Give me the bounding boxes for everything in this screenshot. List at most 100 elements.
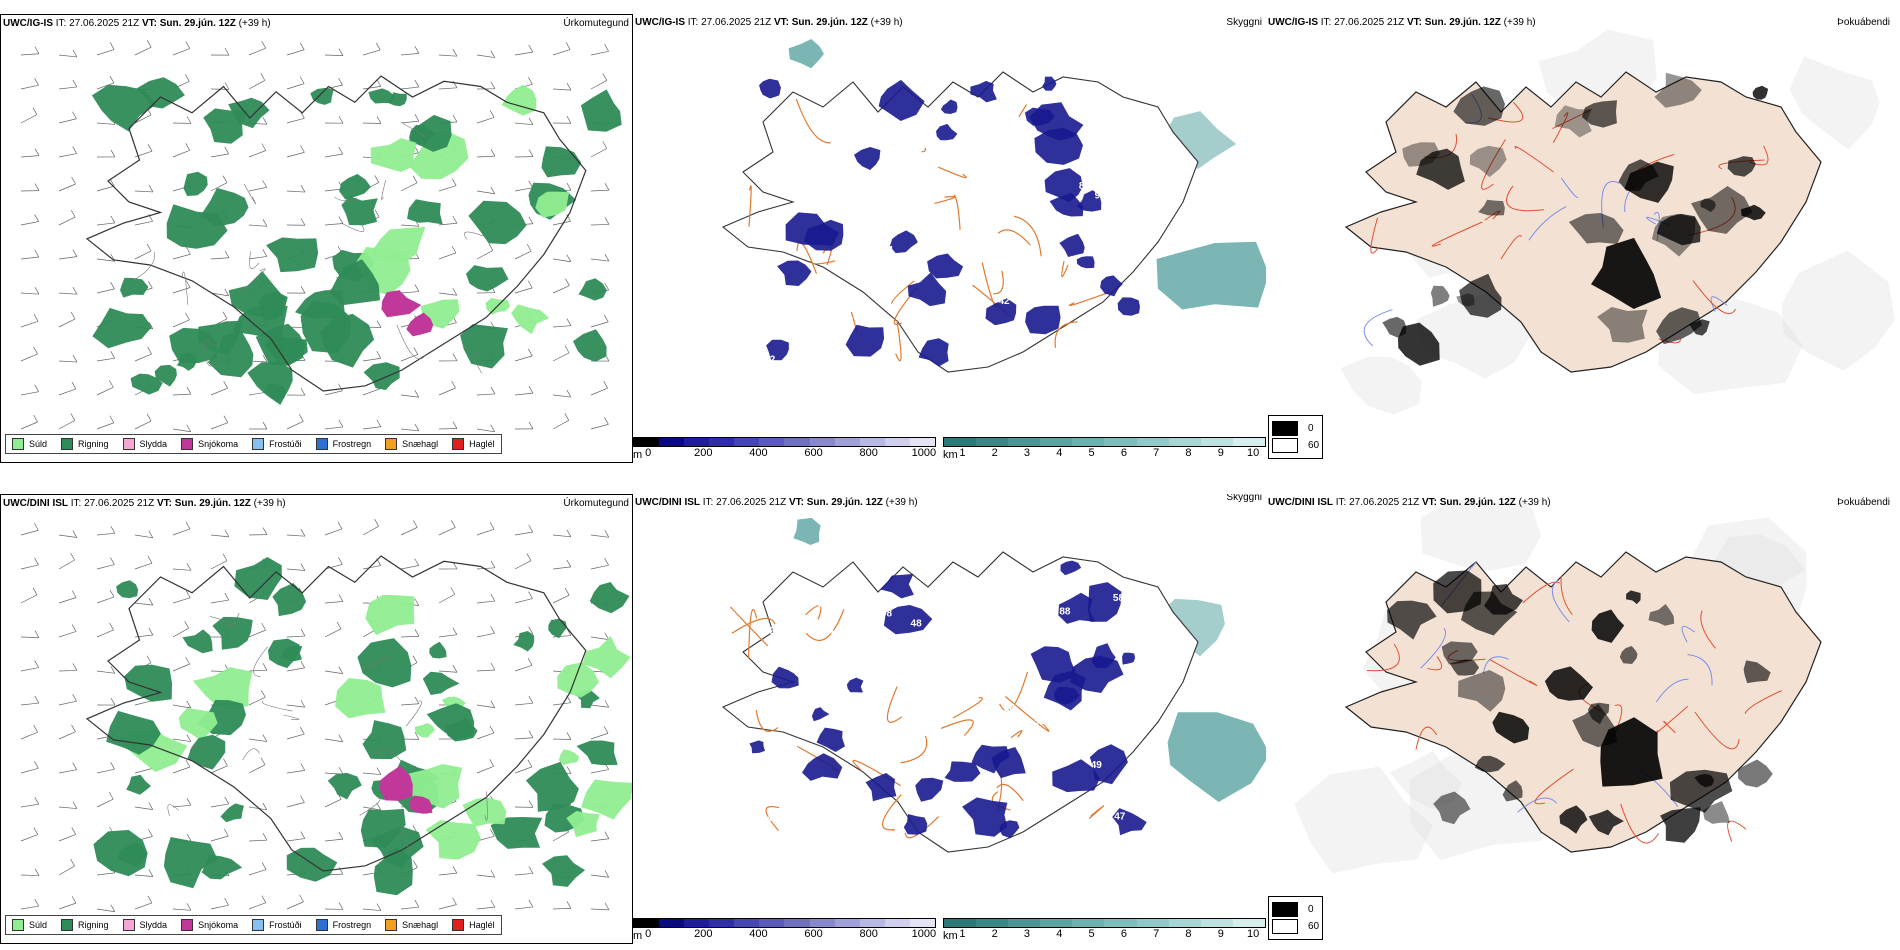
wind-barb-tick [376,802,382,811]
wind-barb [514,250,532,260]
wind-barb-tick [34,183,40,191]
fog-index-area [1474,755,1506,773]
precip-area [341,196,378,226]
wind-barb [172,393,191,396]
map-layer [1340,29,1895,415]
legend-label: Frostregn [332,920,372,930]
road [886,686,903,723]
wind-barb-tick [32,587,38,596]
cloud-base-label: 91 [1095,191,1107,202]
precip-area [573,329,607,362]
low-cloud-area [936,123,958,141]
low-cloud-area [785,212,839,246]
wind-barb-tick [412,175,418,184]
wind-barb [590,636,609,640]
wind-barb [400,703,419,706]
panel-title: UWC/IG-IS IT: 27.06.2025 21Z VT: Sun. 29… [635,17,903,28]
visibility-colorbar [943,918,1266,928]
precip-area [339,174,371,200]
precip-legend: Súld Rigning Slydda Snjókoma Frostúði Frostre… [5,434,502,454]
cloud-base-label: 53 [995,696,1007,707]
cloud-base-label: 28 [1004,703,1016,714]
wind-barb-tick [566,559,572,568]
fog-legend-item: 60 [1272,438,1319,453]
fog-index-area [1624,161,1674,203]
fog-index-area [1591,237,1662,309]
precip-panel-bottom: UWC/DINI ISL IT: 27.06.2025 21Z VT: Sun.… [0,494,633,944]
wind-barb-tick [566,901,572,909]
fog-index-area [1402,142,1440,167]
wind-barb [172,627,189,638]
wind-barb [134,114,152,124]
wind-barb-tick [146,39,152,48]
wind-barb-tick [452,627,458,635]
low-visibility-area [788,39,824,69]
road [1692,280,1737,314]
wind-barb [20,53,39,56]
wind-barb [438,872,457,876]
colorbar-segment [684,438,710,446]
wind-barb-tick [452,421,458,429]
fog-index-area [1619,646,1638,664]
wind-barb-tick [34,660,39,668]
fog-index-area [1669,769,1733,813]
wind-barb-tick [414,423,420,432]
ceiling-colorbar [633,437,936,447]
wind-barb-tick [185,656,190,665]
low-cloud-area [1044,168,1083,203]
map-layer [20,39,622,433]
fog-legend-swatch [1272,902,1298,917]
cloud-base-label: 52 [927,315,939,326]
wind-barb [248,80,265,90]
scale-tick-label: 5 [1088,447,1095,459]
legend-swatch [61,919,74,931]
low-cloud-area [759,78,781,99]
low-cloud-area [971,744,1010,774]
wind-barb [58,806,77,809]
precip-map[interactable] [1,495,633,944]
wind-barb-tick [564,588,570,596]
river [1420,627,1446,669]
wind-barb-tick [262,219,268,227]
colorbar-segment [834,919,860,927]
wind-barb [476,704,495,709]
scale-tick-label: 7 [1153,447,1160,459]
wind-barb-tick [604,417,609,425]
wind-barb [362,772,381,775]
wind-barb-tick [148,597,154,606]
wind-barb [58,360,77,363]
fog-map[interactable] [1266,14,1900,463]
wind-barb [476,190,495,195]
colorbar-segment [1008,438,1041,446]
wind-barb-tick [338,831,344,840]
fog-index-area [1502,780,1523,802]
precip-map[interactable] [1,15,633,463]
fog-map[interactable] [1266,494,1900,944]
wind-barb [20,84,39,90]
wind-barb [514,187,533,192]
fog-haze [1416,294,1530,379]
colorbar-segment [1072,919,1105,927]
legend-swatch [385,919,398,931]
wind-barb-tick [414,79,420,88]
colorbar-segment [1200,919,1233,927]
scale-tick-label: 9 [1217,928,1224,940]
precip-area [414,723,436,738]
precip-area [126,774,151,795]
fog-legend-label: 60 [1308,921,1320,932]
fog-index-area [1441,641,1478,665]
precip-area [266,237,319,273]
colorbar-segment [884,438,910,446]
wind-barb-tick [222,553,228,561]
wind-barb-tick [490,386,496,395]
fog-index-area [1433,570,1482,614]
scale-tick-label: 10 [1246,928,1260,940]
terrain-contour [396,324,427,360]
wind-barb-tick [376,79,382,87]
road [1415,726,1438,750]
cloud-map[interactable]: 5413524276825538374298524449636691585953… [633,14,1266,463]
wind-barb-tick [224,82,230,90]
wind-barb-tick [338,866,344,875]
wind-barb-tick [34,868,40,876]
